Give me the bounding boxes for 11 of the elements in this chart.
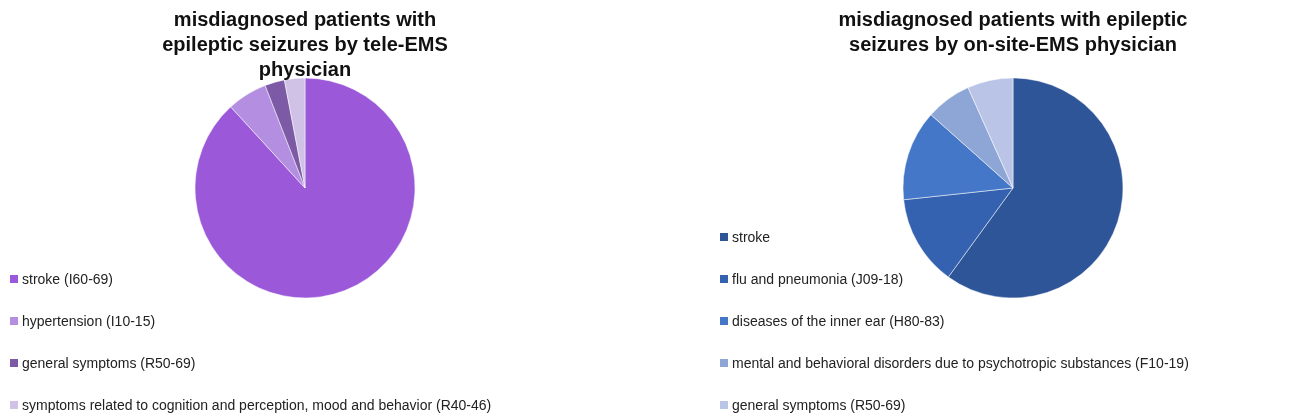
legend-label: general symptoms (R50-69) xyxy=(22,355,196,371)
chart-title: misdiagnosed patients with epileptic seizures by on-site-EMS physician xyxy=(838,8,1188,55)
legend-label: hypertension (I10-15) xyxy=(22,313,156,329)
legend-label: mental and behavioral disorders due to psychotropic substances (F10-19) xyxy=(732,355,1189,371)
legend-label: stroke xyxy=(732,229,771,245)
legend-label: stroke (I60-69) xyxy=(22,271,114,287)
legend-label: symptoms related to cognition and perception, mood and behavior (R40-46) xyxy=(22,397,492,413)
legend-label: diseases of the inner ear (H80-83) xyxy=(732,313,945,329)
legend-label: flu and pneumonia (J09-18) xyxy=(732,271,904,287)
legend-label: general symptoms (R50-69) xyxy=(732,397,906,413)
chart-title: misdiagnosed patients with epileptic seizures by tele-EMS physician xyxy=(162,8,448,80)
